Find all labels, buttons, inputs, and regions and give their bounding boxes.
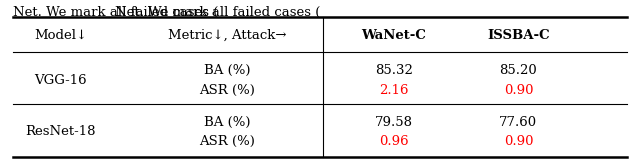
Text: Metric↓, Attack→: Metric↓, Attack→	[168, 29, 287, 42]
Text: WaNet-C: WaNet-C	[361, 29, 426, 42]
Text: Net. We mark all failed cases (: Net. We mark all failed cases (	[115, 6, 320, 19]
Text: 77.60: 77.60	[499, 116, 538, 128]
Text: 0.96: 0.96	[379, 135, 408, 148]
Text: 85.20: 85.20	[500, 64, 537, 77]
Text: BA (%): BA (%)	[204, 116, 250, 128]
Text: 79.58: 79.58	[374, 116, 413, 128]
Text: ASR (%): ASR (%)	[199, 84, 255, 97]
Text: 85.32: 85.32	[374, 64, 413, 77]
Text: 0.90: 0.90	[504, 84, 533, 97]
Text: ResNet-18: ResNet-18	[26, 125, 96, 138]
Text: 0.90: 0.90	[504, 135, 533, 148]
Text: 2.16: 2.16	[379, 84, 408, 97]
Text: Model↓: Model↓	[34, 29, 88, 42]
Text: BA (%): BA (%)	[204, 64, 250, 77]
Text: Net. We mark all failed cases (: Net. We mark all failed cases (	[13, 6, 218, 19]
Text: ISSBA-C: ISSBA-C	[487, 29, 550, 42]
Text: VGG-16: VGG-16	[35, 74, 87, 87]
Text: ASR (%): ASR (%)	[199, 135, 255, 148]
